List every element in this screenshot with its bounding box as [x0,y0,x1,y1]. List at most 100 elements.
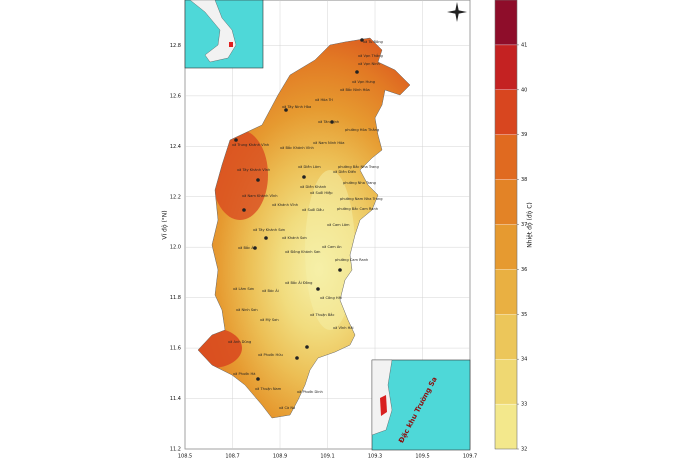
place-label: xã Diên Điền [333,170,356,174]
colorbar-band [494,179,518,225]
place-label: xã Trung Khánh Vĩnh [232,143,269,147]
place-marker [253,246,257,250]
place-label: xã Tây Khánh Vĩnh [237,168,270,172]
x-tick-label: 109.5 [415,454,429,460]
place-marker [256,178,260,182]
place-label: xã Diên Lâm [298,165,321,169]
place-label: xã Tây Khánh Sơn [253,228,285,232]
place-marker [360,38,364,42]
place-label: xã Tân Định [318,120,339,124]
place-label: xã Ninh Sơn [236,308,258,312]
place-label: xã Bắc Khánh Vĩnh [280,145,314,150]
colorbar-band [494,314,518,360]
top-inset [184,0,264,69]
place-label: xã Vạn Hưng [352,80,375,84]
colorbar-tick-label: 35 [521,312,527,318]
place-marker [234,138,238,142]
y-tick-label: 12.8 [170,43,181,49]
place-marker [355,70,359,74]
place-marker [330,120,334,124]
place-label: xã Diên Khánh [300,185,326,189]
place-marker [305,345,309,349]
place-label: xã Vạn Thắng [358,53,383,58]
colorbar-band [494,89,518,135]
colorbar-tick-label: 34 [521,357,527,363]
y-tick-label: 11.8 [170,295,181,301]
place-label: xã Cam Lâm [327,223,350,227]
colorbar-tick-label: 37 [521,222,527,228]
place-label: xã Đông Khánh Sơn [285,250,320,254]
place-label: xã Bắc Ái Đông [285,280,312,285]
place-label: phường Cam Ranh [335,258,368,262]
place-label: xã Cam An [322,245,342,249]
y-axis-label: Vĩ độ (°N) [162,210,169,239]
place-label: xã Tây Ninh Hòa [282,105,311,109]
place-label: xã Phước Hà [233,372,255,376]
place-label: phường Nam Nha Trang [340,197,383,201]
place-label: phường Bắc Nha Trang [338,164,379,169]
x-tick-label: 108.7 [225,454,239,460]
place-label: xã Khánh Sơn [282,236,307,240]
place-label: xã Công Hải [320,296,342,300]
place-marker [338,268,342,272]
place-marker [264,236,268,240]
colorbar-tick-label: 36 [521,267,527,273]
colorbar-tick-label: 32 [521,447,527,453]
colorbar-band [494,44,518,90]
place-marker [284,108,288,112]
x-tick-label: 108.5 [178,454,192,460]
y-tick-label: 11.2 [170,447,181,453]
place-label: xã Bắc Ái [238,245,255,250]
place-label: xã Nam Khánh Vĩnh [242,194,278,198]
place-marker [242,208,246,212]
place-label: xã Cà Ná [279,406,295,410]
place-label: xã Hòa Trí [315,98,334,102]
y-tick-label: 12.6 [170,93,181,99]
place-label: xã Suối Hiệp [310,191,333,195]
place-label: xã Suối Dầu [302,208,324,212]
y-tick-label: 11.4 [170,396,181,402]
place-label: xã Nam Ninh Hòa [313,141,345,145]
compass [445,2,469,24]
y-tick-label: 12.2 [170,194,181,200]
colorbar-band [494,269,518,315]
x-tick-label: 109.1 [320,454,334,460]
place-label: xã Phước Dinh [297,390,323,394]
x-tick-label: 109.3 [368,454,382,460]
y-tick-label: 11.6 [170,346,181,352]
colorbar-band [494,359,518,405]
place-label: xã Khánh Vĩnh [272,203,298,207]
colorbar-band [494,403,518,450]
place-marker [316,287,320,291]
place-marker [256,377,260,381]
place-label: phường Nha Trang [343,181,376,185]
place-label: xã Bác Ái [262,288,279,293]
place-label: xã Phước Hữu [258,353,283,357]
place-label: xã Vạn Ninh [358,62,380,66]
x-tick-label: 109.7 [463,454,477,460]
colorbar-tick-label: 33 [521,402,527,408]
colorbar-label: Nhiệt độ (độ C) [527,202,534,248]
colorbar-band [494,224,518,270]
colorbar-frame [494,0,518,450]
place-label: xã Vĩnh Hải [333,326,354,330]
place-label: xã Bắc Ninh Hòa [340,87,370,92]
colorbar-tick-label: 38 [521,177,527,183]
place-label: xã Mỹ Sơn [260,318,279,322]
place-label: xã Tu Bông [363,40,383,44]
place-label: phường Hòa Thắng [345,127,379,132]
x-tick-label: 108.9 [273,454,287,460]
colorbar-tick-label: 40 [521,87,527,93]
place-marker [302,175,306,179]
colorbar-tick-label: 41 [521,42,527,48]
colorbar-band [494,134,518,180]
place-label: phường Bắc Cam Ranh [337,206,378,211]
place-label: xã Thuận Nam [255,387,282,391]
bottom-inset: Đặc khu Trường Sa [371,359,471,451]
place-label: xã Thuận Bắc [310,312,335,317]
place-label: xã Lâm Sơn [233,287,254,291]
colorbar-band [494,0,518,46]
place-marker [295,356,299,360]
colorbar-tick-label: 39 [521,132,527,138]
